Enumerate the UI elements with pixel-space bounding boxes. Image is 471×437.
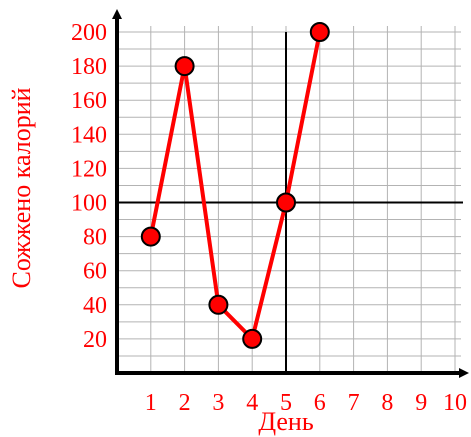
- data-point: [309, 22, 330, 42]
- x-tick-label: 8: [381, 390, 393, 416]
- y-tick-label: 100: [71, 191, 107, 217]
- data-point: [174, 56, 195, 77]
- x-tick-label: 2: [179, 390, 191, 416]
- y-tick-label: 160: [71, 88, 107, 114]
- x-tick-label: 10: [443, 390, 467, 416]
- x-tick-labels: 1 2 3 4 5 6 7 8 9 10: [145, 390, 467, 416]
- series-line: [148, 31, 322, 341]
- x-tick-label: 1: [145, 390, 157, 416]
- y-tick-label: 140: [71, 122, 107, 148]
- x-tick-label: 7: [348, 390, 360, 416]
- y-tick-label: 200: [71, 20, 107, 46]
- data-point: [208, 294, 229, 315]
- y-tick-label: 80: [83, 225, 107, 251]
- axes: [112, 9, 469, 378]
- y-axis-title: Сожжено калорий: [7, 87, 36, 288]
- y-tick-label: 40: [83, 293, 107, 319]
- x-tick-label: 9: [415, 390, 427, 416]
- grid: [117, 26, 461, 373]
- y-tick-labels: 20 40 60 80 100 120 140 160 180 200: [71, 20, 107, 353]
- x-axis-title: День: [258, 407, 314, 436]
- x-tick-label: 3: [212, 390, 224, 416]
- series: [140, 22, 330, 349]
- data-point: [276, 192, 296, 213]
- data-point: [140, 226, 161, 247]
- y-tick-label: 60: [83, 259, 107, 285]
- x-tick-label: 4: [246, 390, 258, 416]
- data-point: [242, 328, 263, 349]
- y-tick-label: 180: [71, 54, 107, 80]
- y-tick-label: 120: [71, 156, 107, 182]
- x-tick-label: 5: [280, 390, 292, 416]
- x-tick-label: 6: [314, 390, 326, 416]
- y-tick-label: 20: [83, 327, 107, 353]
